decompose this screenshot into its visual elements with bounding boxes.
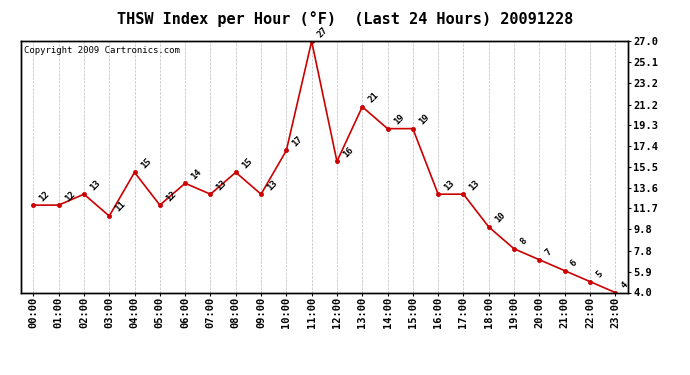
Text: 12: 12 <box>63 189 77 203</box>
Text: 11: 11 <box>113 200 128 214</box>
Text: 12: 12 <box>164 189 178 203</box>
Text: 14: 14 <box>189 167 204 181</box>
Text: 19: 19 <box>392 112 406 126</box>
Text: 13: 13 <box>88 178 102 192</box>
Text: 16: 16 <box>341 145 355 159</box>
Text: Copyright 2009 Cartronics.com: Copyright 2009 Cartronics.com <box>23 46 179 55</box>
Text: 15: 15 <box>240 156 254 170</box>
Text: 13: 13 <box>442 178 456 192</box>
Text: 13: 13 <box>215 178 228 192</box>
Text: 4: 4 <box>620 280 629 290</box>
Text: 21: 21 <box>366 91 380 105</box>
Text: 10: 10 <box>493 211 507 225</box>
Text: THSW Index per Hour (°F)  (Last 24 Hours) 20091228: THSW Index per Hour (°F) (Last 24 Hours)… <box>117 11 573 27</box>
Text: 13: 13 <box>468 178 482 192</box>
Text: 8: 8 <box>518 237 529 247</box>
Text: 7: 7 <box>544 248 553 258</box>
Text: 6: 6 <box>569 258 579 268</box>
Text: 13: 13 <box>265 178 279 192</box>
Text: 17: 17 <box>290 134 304 148</box>
Text: 27: 27 <box>316 25 330 39</box>
Text: 19: 19 <box>417 112 431 126</box>
Text: 15: 15 <box>139 156 152 170</box>
Text: 12: 12 <box>37 189 52 203</box>
Text: 5: 5 <box>594 269 604 279</box>
